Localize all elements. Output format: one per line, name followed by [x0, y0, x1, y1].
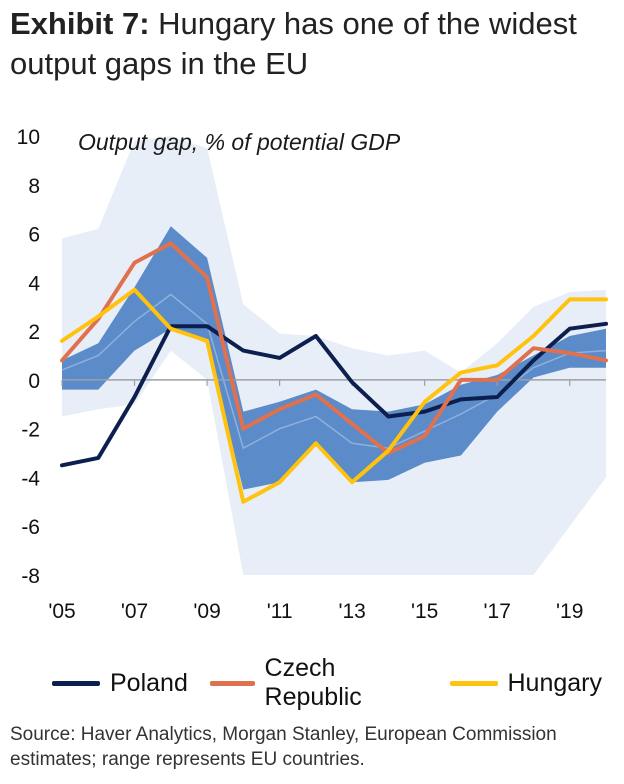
y-tick-label: 2 — [28, 321, 40, 344]
x-tick-label: '11 — [267, 600, 293, 618]
y-tick-label: -2 — [21, 419, 40, 442]
output-gap-chart: 1086420-2-4-6-8'05'07'09'11'13'15'17'19 … — [17, 126, 608, 618]
y-tick-label: 6 — [28, 224, 40, 247]
eu-range-band — [62, 136, 606, 575]
chart-legend: Poland Czech Republic Hungary — [52, 654, 624, 712]
series-line-hungary — [60, 287, 608, 504]
y-tick-label: 10 — [17, 126, 40, 149]
x-tick-label: '17 — [484, 600, 511, 618]
legend-label-poland: Poland — [110, 668, 188, 697]
series-line-czech-republic — [60, 241, 608, 456]
eu-interquartile-band — [62, 226, 606, 490]
exhibit-label: Exhibit 7: — [10, 6, 150, 41]
y-tick-label: -4 — [21, 467, 40, 490]
series-lines — [60, 241, 608, 504]
legend-swatch-czech-republic — [209, 680, 255, 686]
x-tick-label: '15 — [411, 600, 438, 618]
series-line-poland — [60, 321, 608, 468]
legend-label-hungary: Hungary — [507, 668, 603, 697]
y-tick-label: 8 — [28, 175, 40, 198]
x-tick-label: '07 — [121, 600, 148, 618]
y-tick-label: -6 — [21, 516, 40, 539]
legend-item-poland: Poland — [52, 669, 188, 698]
y-tick-label: 0 — [28, 370, 40, 393]
legend-item-czech-republic: Czech Republic — [209, 654, 428, 712]
chart-title: Output gap, % of potential GDP — [78, 129, 401, 155]
axis-labels: 10 8 6 4 2 0 -2 -4 -6 -8 '05 '07 '09 '11 '13 '15 '17 '19 — [17, 126, 584, 618]
x-tick-label: '19 — [556, 600, 583, 618]
x-tick-label: '09 — [193, 600, 220, 618]
y-tick-label: -8 — [21, 565, 40, 588]
y-tick-label: 4 — [28, 272, 40, 295]
exhibit-headline: Hungary has one of the widest output gap… — [10, 6, 577, 81]
legend-swatch-poland — [52, 680, 100, 686]
x-tick-label: '05 — [48, 600, 75, 618]
source-note: Source: Haver Analytics, Morgan Stanley,… — [10, 724, 557, 770]
x-tick-label: '13 — [338, 600, 365, 618]
exhibit-title: Exhibit 7: Hungary has one of the widest… — [10, 4, 620, 84]
legend-swatch-hungary — [449, 680, 498, 686]
legend-label-czech-republic: Czech Republic — [264, 654, 362, 711]
legend-item-hungary: Hungary — [449, 668, 603, 698]
